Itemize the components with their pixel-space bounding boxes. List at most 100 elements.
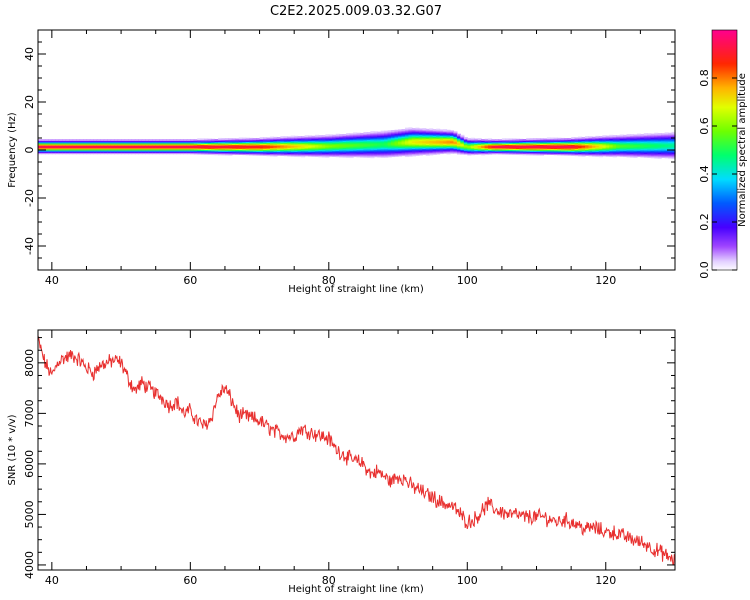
spectrogram-cell: [252, 141, 257, 144]
spectrogram-cell: [117, 147, 122, 150]
spectrogram-cell: [83, 150, 88, 152]
spectrogram-cell: [605, 140, 610, 143]
spectrogram-cell: [488, 152, 493, 155]
spectrogram-cell: [380, 135, 385, 138]
spectrogram-cell: [366, 136, 371, 139]
spectrogram-cell: [394, 153, 399, 156]
spectrogram-cell: [363, 147, 368, 150]
spectrogram-cell: [159, 150, 164, 152]
spectrogram-cell: [259, 139, 264, 142]
spectrogram-cell: [297, 152, 302, 155]
spectrogram-cell: [584, 139, 590, 142]
spectrogram-cell: [131, 141, 136, 144]
spectrogram-cell: [567, 151, 572, 154]
spectrogram-cell: [605, 148, 610, 151]
spectrogram-cell: [155, 145, 160, 147]
spectrogram-cell: [145, 140, 150, 143]
spectrogram-cell: [519, 152, 524, 154]
spectrogram-cell: [72, 145, 77, 147]
spectrogram-cell: [463, 146, 468, 149]
spectrogram-cell: [363, 141, 368, 144]
spectrogram-cell: [661, 146, 666, 149]
spectrogram-cell: [512, 145, 517, 148]
spectrogram-cell: [661, 145, 666, 148]
spectrogram-cell: [121, 145, 126, 147]
colorbar-segment: [712, 40, 737, 43]
spectrogram-cell: [176, 147, 181, 150]
spectrogram-cell: [69, 150, 74, 152]
spectrogram-cell: [280, 139, 285, 142]
spectrogram-cell: [166, 148, 171, 151]
spectrogram-cell: [134, 151, 139, 153]
spectrogram-cell: [325, 142, 330, 145]
spectrogram-cell: [224, 144, 230, 146]
spectrogram-cell: [221, 138, 226, 140]
spectrogram-cell: [353, 152, 358, 155]
spectrogram-cell: [342, 134, 347, 137]
spectrogram-cell: [650, 156, 655, 159]
spectrogram-cell: [204, 139, 209, 142]
spectrogram-cell: [145, 146, 150, 149]
spectrogram-cell: [308, 148, 313, 151]
colorbar-label: Normalized spectral amplitude: [737, 73, 748, 227]
spectrogram-cell: [242, 149, 247, 152]
spectrogram-cell: [256, 138, 261, 140]
spectrogram-cell: [616, 135, 621, 138]
spectrogram-cell: [166, 140, 171, 143]
spectrogram-cell: [557, 153, 562, 156]
spectrogram-cell: [488, 148, 493, 150]
spectrogram-cell: [370, 137, 375, 140]
spectrogram-cell: [411, 130, 416, 133]
spectrogram-cell: [616, 148, 621, 151]
spectrogram-cell: [436, 150, 441, 153]
spectrogram-cell: [166, 145, 171, 147]
spectrogram-cell: [546, 151, 551, 154]
spectrogram-cell: [498, 152, 503, 155]
colorbar-segment: [712, 122, 737, 125]
spectrogram-cell: [370, 144, 375, 147]
spectrogram-cell: [38, 151, 43, 153]
spectrogram-cell: [65, 147, 70, 150]
spectrogram-cell: [148, 146, 153, 149]
spectrogram-cell: [325, 137, 330, 140]
spectrogram-cell: [318, 138, 323, 141]
spectrogram-cell: [595, 145, 600, 148]
spectrogram-cell: [633, 146, 638, 149]
spectrogram-cell: [408, 139, 413, 142]
spectrogram-cell: [242, 152, 247, 154]
spectrogram-cell: [238, 143, 243, 146]
spectrogram-cell: [148, 140, 153, 143]
spectrogram-cell: [121, 142, 126, 145]
spectrogram-cell: [377, 140, 382, 142]
spectrogram-cell: [321, 140, 326, 142]
spectrogram-cell: [55, 152, 60, 155]
spectrogram-cell: [446, 133, 451, 136]
spectrogram-cell: [529, 138, 534, 140]
spectrogram-cell: [609, 139, 614, 142]
spectrogram-cell: [636, 151, 641, 154]
spectrogram-cell: [515, 153, 520, 155]
spectrogram-cell: [539, 144, 545, 147]
spectrogram-cell: [193, 139, 198, 142]
spectrogram-cell: [252, 152, 257, 155]
spectrogram-cell: [124, 151, 129, 153]
spectrogram-cell: [443, 132, 448, 135]
spectrogram-cell: [76, 139, 81, 141]
spectrogram-cell: [456, 151, 461, 154]
spectrogram-cell: [550, 143, 555, 146]
spectrogram-cell: [346, 133, 351, 136]
spectrogram-cell: [228, 141, 233, 144]
spectrogram-cell: [408, 135, 413, 138]
spectrogram-cell: [179, 145, 184, 147]
spectrogram-cell: [148, 145, 153, 147]
spectrogram-cell: [494, 148, 500, 151]
spectrogram-cell: [228, 139, 233, 142]
spectrogram-cell: [474, 147, 479, 149]
spectrogram-cell: [650, 138, 655, 141]
spectrogram-cell: [166, 147, 171, 150]
spectrogram-cell: [287, 154, 292, 157]
spectrogram-cell: [259, 153, 264, 156]
spectrogram-cell: [325, 149, 330, 152]
spectrogram-cell: [529, 150, 534, 152]
spectrogram-cell: [263, 152, 268, 155]
